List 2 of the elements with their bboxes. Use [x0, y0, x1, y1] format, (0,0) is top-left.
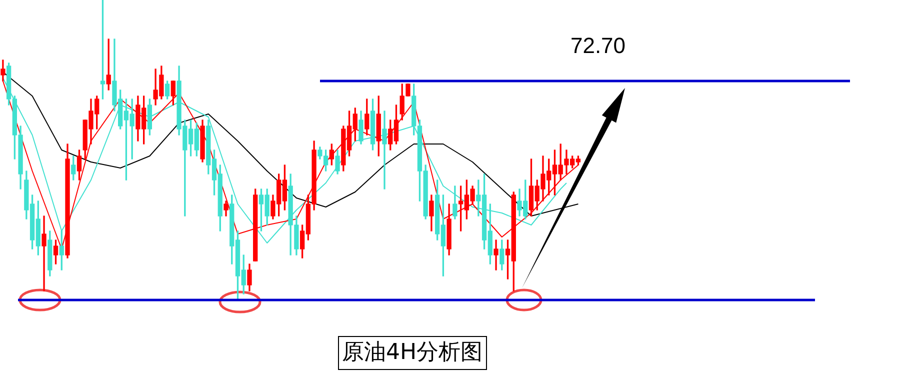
text: 原油4H分析图 [338, 336, 487, 370]
annotation: 72.70 [570, 33, 626, 58]
